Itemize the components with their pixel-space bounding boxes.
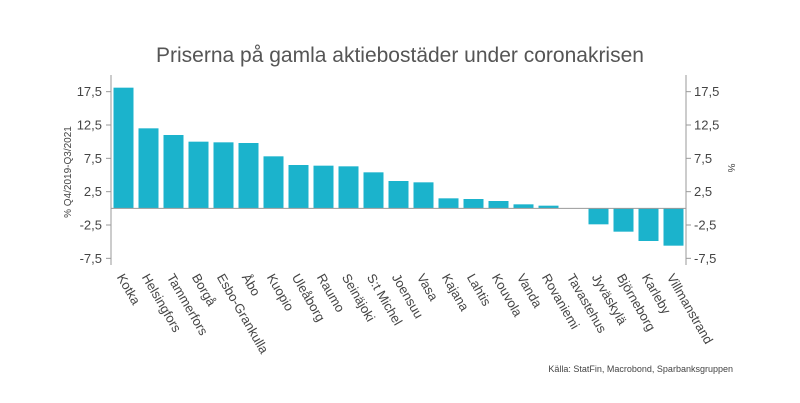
bar [513, 204, 534, 209]
bar [463, 199, 484, 209]
bar [363, 172, 384, 209]
bar [588, 208, 609, 225]
y-axis-label-left: % Q4/2019-Q3/2021 [63, 126, 74, 218]
y-tick-label-right: 7,5 [694, 151, 712, 166]
bar [188, 141, 209, 209]
bar [288, 165, 309, 209]
bar [338, 166, 359, 209]
bar [213, 142, 234, 209]
bar [113, 87, 134, 209]
y-tick-label-right: -2,5 [694, 218, 716, 233]
source-note: Källa: StatFin, Macrobond, Sparbanksgrup… [548, 364, 733, 374]
y-tick-label-right: 17,5 [694, 84, 719, 99]
x-category-label: Åbo [239, 271, 264, 299]
bar [438, 198, 459, 209]
y-tick-label-left: 17,5 [77, 84, 102, 99]
bar [638, 208, 659, 241]
y-tick-label-left: -7,5 [80, 251, 102, 266]
bar [663, 208, 684, 246]
y-tick-label-left: 12,5 [77, 118, 102, 133]
y-tick-label-left: 7,5 [84, 151, 102, 166]
y-tick-label-right: -7,5 [694, 251, 716, 266]
bar [388, 181, 409, 209]
bar [263, 156, 284, 209]
chart-title: Priserna på gamla aktiebostäder under co… [156, 44, 644, 67]
bar [313, 165, 334, 209]
bar [238, 143, 259, 209]
bar [138, 128, 159, 209]
bar [538, 205, 559, 209]
bar [413, 182, 434, 209]
y-tick-label-right: 12,5 [694, 118, 719, 133]
bar [163, 135, 184, 209]
y-tick-label-left: 2,5 [84, 184, 102, 199]
bar [488, 201, 509, 209]
x-category-label: Kotka [114, 271, 144, 308]
y-tick-label-left: -2,5 [80, 218, 102, 233]
bar [613, 208, 634, 232]
plot-area: -7,5 -7,5 -2,5 -2,5 2,5 2,5 7,5 7,5 12,5 12,5 17,5… [77, 75, 719, 357]
y-tick-label-right: 2,5 [694, 184, 712, 199]
y-axis-label-right: % [725, 164, 736, 173]
